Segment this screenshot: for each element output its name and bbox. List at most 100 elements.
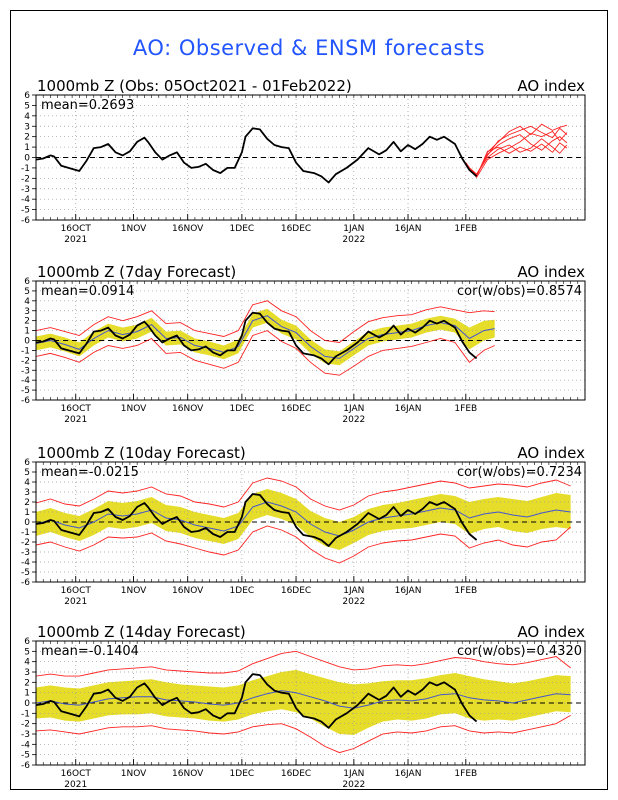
x-tick-label: 16DEC: [281, 224, 311, 234]
x-tick-label: 16JAN: [395, 224, 422, 234]
panel-mean-stat: mean=0.2693: [41, 98, 134, 113]
y-tick-label: 6: [24, 277, 30, 287]
y-tick-label: 1: [24, 508, 30, 518]
y-tick-label: 3: [24, 488, 30, 498]
figure-frame: [10, 10, 608, 790]
y-tick-label: 2: [24, 133, 30, 143]
y-tick-label: -6: [21, 578, 30, 588]
panel-title: 1000mb Z (14day Forecast): [37, 623, 246, 641]
observed-ao-line: [36, 127, 478, 184]
ensemble-max-line: [36, 650, 571, 677]
ensemble-min-line: [36, 330, 495, 376]
y-tick-label: -3: [21, 185, 30, 195]
ensemble-mean-line: [36, 501, 571, 537]
x-tick-label: 1FEB: [454, 404, 477, 414]
ensemble-member-line: [465, 130, 568, 179]
y-tick-label: -1: [21, 709, 30, 719]
panel-index-label: AO index: [517, 444, 585, 462]
y-tick-label: -5: [21, 206, 30, 216]
y-tick-label: 5: [24, 468, 30, 478]
x-tick-label: 1FEB: [454, 224, 477, 234]
x-tick-label: 1JAN: [343, 404, 364, 414]
ensemble-member-line: [465, 125, 568, 175]
y-tick-label: 3: [24, 668, 30, 678]
x-tick-label: 1DEC: [230, 224, 255, 234]
x-tick-label: 16DEC: [281, 404, 311, 414]
y-tick-label: 4: [24, 658, 30, 668]
observed-ao-line: [36, 493, 478, 547]
y-tick-label: 0: [24, 699, 30, 709]
y-tick-label: -6: [21, 761, 30, 771]
y-tick-label: -5: [21, 751, 30, 761]
ensemble-member-line: [465, 134, 568, 176]
ensemble-spread-band: [36, 308, 495, 366]
panel-correlation-stat: cor(w/obs)=0.8574: [457, 284, 582, 299]
x-tick-label: 1JAN: [343, 769, 364, 779]
y-tick-label: 0: [24, 337, 30, 347]
x-tick-label: 1FEB: [454, 769, 477, 779]
y-tick-label: 1: [24, 689, 30, 699]
y-tick-label: 6: [24, 458, 30, 468]
x-tick-label: 1DEC: [230, 769, 255, 779]
y-tick-label: -3: [21, 548, 30, 558]
x-tick-label: 1DEC: [230, 586, 255, 596]
ensemble-spread-band: [36, 489, 571, 550]
x-tick-year-label: 2021: [64, 780, 87, 790]
x-tick-year-label: 2022: [342, 597, 365, 607]
ensemble-max-line: [36, 300, 495, 343]
x-tick-label: 16NOV: [172, 769, 204, 779]
panel-title: 1000mb Z (Obs: 05Oct2021 - 01Feb2022): [37, 77, 352, 95]
y-tick-label: 6: [24, 637, 30, 647]
x-tick-label: 16NOV: [172, 224, 204, 234]
panel-index-label: AO index: [517, 263, 585, 281]
x-tick-label: 16JAN: [395, 769, 422, 779]
panel-title: 1000mb Z (10day Forecast): [37, 444, 246, 462]
y-tick-label: -4: [21, 558, 30, 568]
y-tick-label: -1: [21, 528, 30, 538]
y-tick-label: 1: [24, 143, 30, 153]
panel-correlation-stat: cor(w/obs)=0.4320: [457, 644, 582, 659]
y-tick-label: 4: [24, 112, 30, 122]
panel-index-label: AO index: [517, 623, 585, 641]
panel-correlation-stat: cor(w/obs)=0.7234: [457, 465, 582, 480]
plot-area: [36, 641, 585, 765]
x-tick-label: 1NOV: [121, 404, 147, 414]
y-tick-label: 6: [24, 91, 30, 101]
ensemble-min-line: [36, 525, 571, 564]
x-tick-year-label: 2022: [342, 235, 365, 245]
y-tick-label: 3: [24, 307, 30, 317]
x-tick-year-label: 2021: [64, 415, 87, 425]
x-tick-label: 16OCT: [61, 769, 92, 779]
x-tick-year-label: 2021: [64, 597, 87, 607]
x-tick-label: 1JAN: [343, 586, 364, 596]
x-tick-label: 16DEC: [281, 769, 311, 779]
y-tick-label: -6: [21, 216, 30, 226]
y-tick-label: 0: [24, 154, 30, 164]
y-tick-label: -6: [21, 396, 30, 406]
x-tick-label: 1FEB: [454, 586, 477, 596]
x-tick-label: 1NOV: [121, 769, 147, 779]
plot-area: [36, 95, 585, 220]
y-tick-label: 2: [24, 317, 30, 327]
y-tick-label: 2: [24, 498, 30, 508]
y-tick-label: 4: [24, 478, 30, 488]
ensemble-max-line: [36, 477, 571, 511]
y-tick-label: -3: [21, 366, 30, 376]
y-tick-label: 5: [24, 101, 30, 111]
x-tick-label: 16NOV: [172, 404, 204, 414]
ensemble-member-line: [465, 142, 568, 178]
x-tick-label: 1NOV: [121, 224, 147, 234]
y-tick-label: -1: [21, 164, 30, 174]
y-tick-label: 2: [24, 678, 30, 688]
x-tick-label: 1NOV: [121, 586, 147, 596]
x-tick-label: 16JAN: [395, 404, 422, 414]
y-tick-label: 5: [24, 287, 30, 297]
x-tick-label: 1DEC: [230, 404, 255, 414]
y-tick-label: -2: [21, 720, 30, 730]
y-tick-label: 0: [24, 518, 30, 528]
panel-mean-stat: mean=-0.0215: [41, 465, 139, 480]
y-tick-label: -5: [21, 386, 30, 396]
